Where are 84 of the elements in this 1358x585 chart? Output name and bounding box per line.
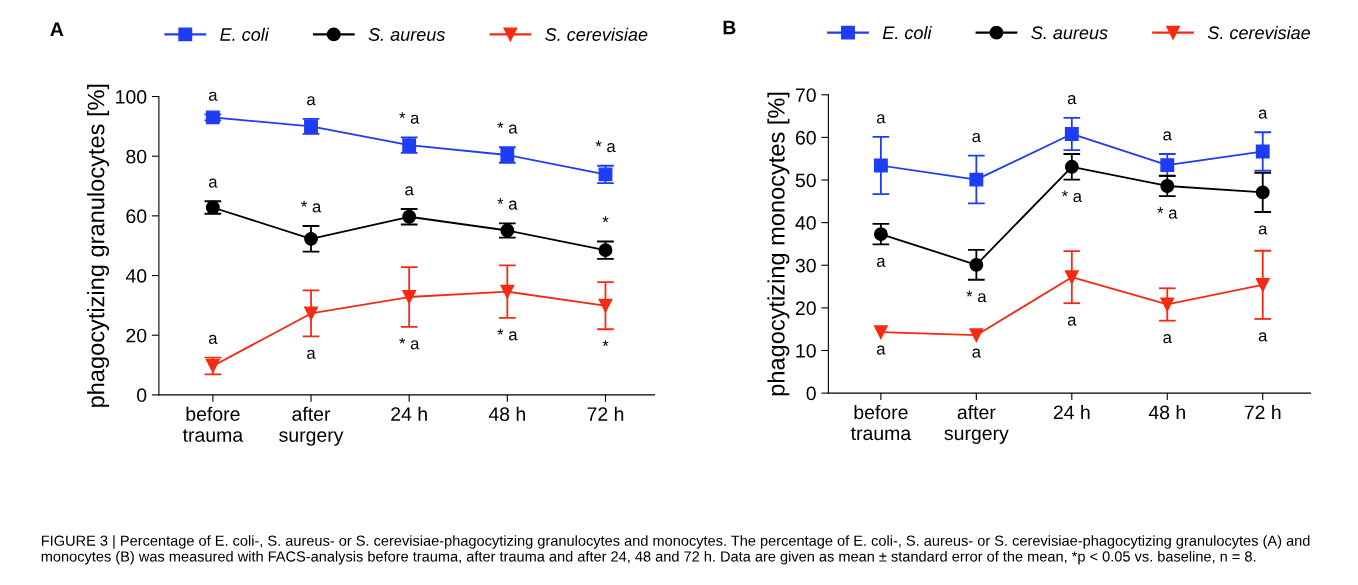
annotation: a: [876, 345, 886, 355]
annotation: a: [876, 257, 886, 267]
legend-label: S. cerevisiae: [1207, 25, 1311, 40]
y-tick-label: 40: [795, 216, 816, 230]
point: [1255, 277, 1270, 292]
annotation: *: [602, 340, 609, 346]
point: [1160, 179, 1175, 193]
y-tick-label: 10: [796, 343, 816, 358]
annotation: *: [602, 216, 609, 223]
x-tick-label: before trauma: [182, 406, 244, 442]
annotation: * a: [497, 328, 518, 341]
point: [873, 158, 888, 173]
annotation: a: [208, 178, 218, 188]
annotation: * a: [301, 200, 322, 213]
annotation: * a: [595, 140, 616, 153]
annotation: * a: [399, 337, 420, 350]
y-tick-label: 50: [795, 173, 816, 188]
x-tick-label: 48 h: [1148, 404, 1185, 420]
x-tick-label: after surgery: [279, 406, 344, 446]
point: [1064, 159, 1079, 174]
legend-label: S. cerevisiae: [545, 27, 648, 41]
y-tick-label: 60: [795, 130, 816, 145]
point: [1255, 185, 1270, 200]
x-tick-label: 72 h: [587, 406, 624, 421]
y-tick-label: 80: [126, 149, 147, 164]
point: [1160, 297, 1175, 312]
y-tick-label: 0: [806, 386, 816, 401]
x-tick-label: 48 h: [488, 406, 525, 421]
chart-title: B: [723, 20, 736, 35]
point: [1160, 158, 1175, 173]
legend-label: S. aureus: [368, 28, 445, 41]
y-tick-label: 30: [795, 258, 816, 273]
annotation: * a: [1061, 190, 1082, 203]
annotation: a: [1258, 109, 1268, 119]
annotation: a: [405, 186, 414, 196]
x-tick-label: before trauma: [850, 404, 912, 441]
annotation: a: [208, 334, 218, 344]
x-tick-label: 24 h: [1053, 404, 1090, 420]
x-tick-label: 72 h: [1244, 404, 1281, 420]
chart-title: A: [50, 22, 64, 36]
point: [1064, 270, 1079, 285]
y-axis-title: phagocytizing monocytes [%]: [767, 92, 790, 396]
point: [1255, 144, 1270, 159]
annotation: * a: [497, 122, 518, 134]
y-tick-label: 20: [795, 301, 816, 316]
annotation: a: [208, 91, 218, 101]
x-tick-label: after surgery: [944, 404, 1009, 444]
point: [873, 325, 888, 340]
annotation: a: [876, 114, 886, 124]
point: [969, 257, 984, 272]
annotation: a: [307, 96, 316, 106]
annotation: a: [1163, 131, 1172, 141]
point: [969, 172, 984, 187]
legend-label: E. coli: [882, 25, 932, 40]
x-tick-label: 24 h: [391, 406, 427, 421]
annotation: a: [1258, 225, 1268, 235]
y-tick-label: 70: [795, 88, 816, 103]
point: [598, 298, 613, 313]
annotation: a: [1067, 316, 1077, 326]
y-tick-label: 100: [116, 89, 147, 104]
y-tick-label: 40: [125, 269, 147, 283]
point: [969, 328, 984, 343]
point: [304, 306, 318, 321]
legend-label: E. coli: [220, 27, 270, 41]
y-tick-label: 20: [126, 328, 147, 343]
annotation: a: [1163, 334, 1172, 344]
caption: FIGURE 3 | Percentage of E. coli-, S. aureus- or S. cerevisiae-phagocytizing granulocytes and monocytes. The percentage of E. coli-, S. aureus- or S. cerevisiae-phagocytizing granulocytes (A) and monocytes (B) was measured with FACS-analysis before trauma, after trauma and after 24, 48 and 72 h. Data are given as mean ± standard error of the mean, *p < 0.05 vs. baseline, n = 8.: [41, 535, 1310, 565]
annotation: a: [1067, 95, 1077, 105]
point: [500, 284, 515, 299]
annotation: a: [1258, 332, 1268, 342]
legend-label: S. aureus: [1031, 26, 1108, 40]
annotation: * a: [1157, 207, 1178, 219]
annotation: * a: [399, 112, 420, 124]
y-tick-label: 0: [137, 388, 147, 403]
point: [304, 231, 318, 246]
point: [1064, 127, 1079, 141]
annotation: * a: [497, 198, 518, 210]
y-tick-label: 60: [126, 209, 147, 224]
annotation: a: [307, 349, 316, 359]
annotation: a: [972, 348, 981, 358]
y-axis-title: phagocytizing granulocytes [%]: [87, 84, 110, 407]
annotation: a: [972, 133, 981, 143]
point: [402, 290, 417, 304]
annotation: * a: [966, 290, 987, 303]
